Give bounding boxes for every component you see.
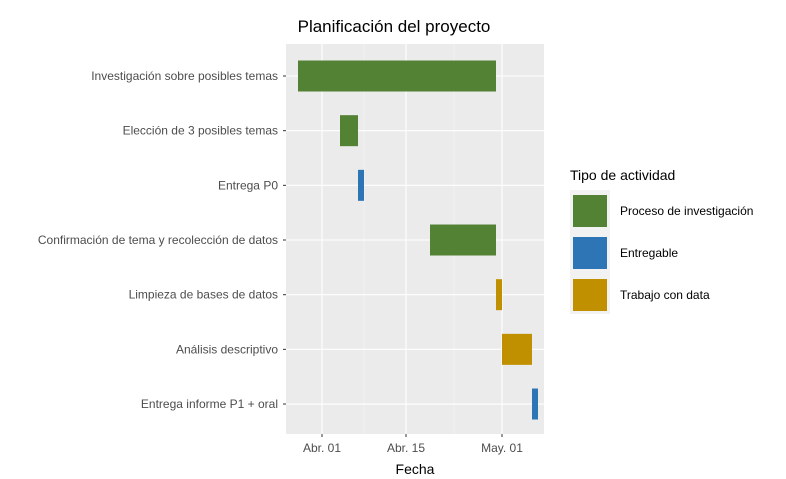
task-bar	[358, 169, 364, 201]
task-label: Entrega informe P1 + oral	[141, 397, 278, 411]
y-axis-labels: Investigación sobre posibles temas Elecci…	[38, 69, 286, 411]
plot-panel	[286, 44, 544, 434]
legend-label: Entregable	[620, 246, 678, 260]
task-bars	[298, 60, 538, 420]
task-label: Elección de 3 posibles temas	[123, 124, 278, 138]
legend-swatch	[573, 279, 607, 311]
task-label: Entrega P0	[218, 178, 278, 192]
task-bar	[340, 115, 358, 147]
task-bar	[502, 333, 532, 365]
x-tick-label: Abr. 01	[303, 441, 341, 455]
task-label: Confirmación de tema y recolección de da…	[38, 233, 278, 247]
legend-label: Proceso de investigación	[620, 204, 753, 218]
x-tick-label: Abr. 15	[387, 441, 425, 455]
chart-title: Planificación del proyecto	[298, 17, 491, 36]
task-bar	[430, 224, 496, 256]
x-axis-ticks: Abr. 01 Abr. 15 May. 01	[303, 434, 523, 455]
task-label: Análisis descriptivo	[176, 342, 278, 356]
x-tick-label: May. 01	[481, 441, 523, 455]
legend-swatch	[573, 195, 607, 227]
task-bar	[532, 388, 538, 420]
task-label: Limpieza de bases de datos	[129, 288, 278, 302]
task-bar	[298, 60, 496, 92]
legend-swatch	[573, 237, 607, 269]
legend-label: Trabajo con data	[620, 288, 710, 302]
legend-items: Proceso de investigación Entregable Trabaj…	[570, 190, 753, 314]
x-axis-title: Fecha	[396, 461, 435, 477]
task-label: Investigación sobre posibles temas	[91, 69, 278, 83]
legend: Tipo de actividad Proceso de investigaci…	[570, 167, 753, 314]
legend-title: Tipo de actividad	[570, 167, 675, 183]
task-bar	[496, 279, 502, 311]
